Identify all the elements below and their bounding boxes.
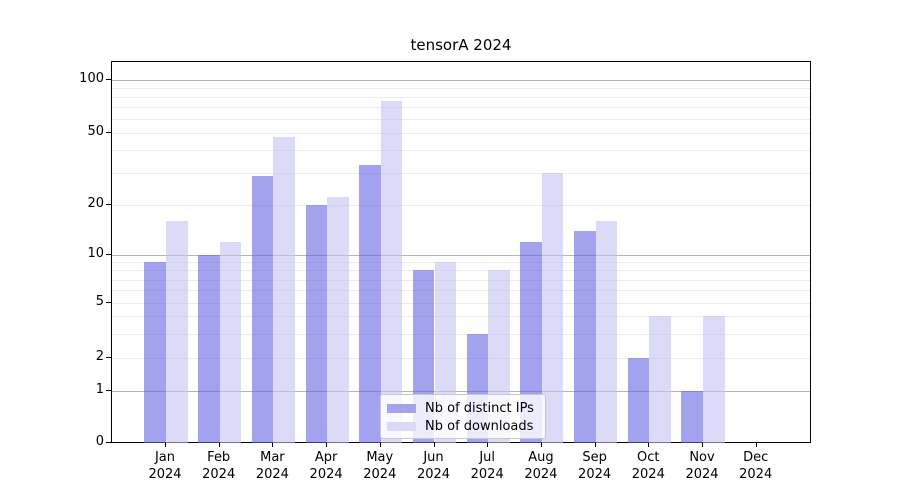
minor-gridline: [112, 107, 810, 108]
minor-gridline: [112, 262, 810, 264]
y-tick-mark: [106, 131, 111, 133]
x-tick-mark: [755, 443, 757, 447]
bar-downloads-aug: [541, 172, 564, 443]
x-tick-label: Oct 2024: [631, 450, 665, 482]
x-tick-mark: [326, 443, 328, 447]
plot-area: [111, 61, 811, 443]
minor-gridline: [112, 96, 810, 98]
legend-label-distinct-ips: Nb of distinct IPs: [425, 400, 534, 416]
y-tick-label: 100: [79, 71, 104, 86]
y-tick-mark: [106, 204, 111, 205]
x-tick-mark: [165, 443, 166, 447]
minor-gridline: [112, 172, 810, 174]
x-tick-label: Nov 2024: [685, 450, 719, 482]
y-tick-label: 20: [87, 196, 104, 211]
bar-downloads-feb: [219, 241, 242, 443]
x-tick-label: Jun 2024: [416, 450, 451, 482]
x-tick-mark: [540, 443, 542, 447]
x-tick-label: Feb 2024: [202, 450, 236, 482]
bar-downloads-apr: [327, 197, 349, 443]
minor-gridline: [112, 118, 810, 120]
y-tick-label: 2: [95, 349, 104, 365]
y-tick-mark: [106, 390, 111, 391]
major-gridline: [112, 80, 810, 81]
x-tick-label: Aug 2024: [524, 450, 558, 482]
minor-gridline: [112, 290, 810, 292]
x-tick-mark: [648, 443, 650, 447]
bar-downloads-sep: [595, 221, 618, 443]
minor-gridline: [112, 132, 810, 134]
x-tick-mark: [487, 443, 489, 447]
x-tick-label: May 2024: [363, 450, 397, 482]
minor-gridline: [112, 333, 810, 335]
major-gridline: [112, 391, 810, 392]
y-tick-mark: [106, 357, 111, 359]
bar-distinct-ips-may: [359, 165, 381, 443]
bar-distinct-ips-mar: [251, 175, 274, 443]
y-tick-label: 1: [95, 382, 104, 397]
minor-gridline: [112, 205, 810, 206]
x-tick-label: Apr 2024: [309, 450, 343, 482]
y-tick-mark: [106, 254, 111, 255]
y-tick-mark: [106, 301, 111, 303]
chart-title: tensorA 2024: [410, 36, 512, 54]
x-tick-mark: [594, 443, 596, 447]
y-tick-mark: [106, 442, 111, 443]
bar-distinct-ips-nov: [681, 391, 703, 443]
x-tick-label: Jul 2024: [470, 450, 504, 482]
legend-item-distinct-ips: Nb of distinct IPs: [387, 399, 539, 417]
x-tick-label: Dec 2024: [739, 450, 773, 482]
bar-downloads-may: [380, 100, 403, 443]
bar-distinct-ips-oct: [627, 358, 650, 443]
bar-distinct-ips-sep: [574, 230, 596, 443]
x-tick-label: Jan 2024: [148, 450, 182, 482]
bar-distinct-ips-feb: [198, 255, 220, 443]
minor-gridline: [112, 87, 810, 89]
x-tick-mark: [702, 443, 703, 447]
minor-gridline: [112, 302, 810, 304]
y-tick-label: 10: [87, 246, 104, 261]
y-tick-label: 0: [95, 434, 104, 449]
major-gridline: [112, 255, 810, 256]
legend-swatch-distinct-ips: [387, 403, 416, 413]
minor-gridline: [112, 150, 810, 152]
legend-swatch-downloads: [387, 421, 416, 431]
minor-gridline: [112, 316, 810, 318]
bar-downloads-mar: [273, 137, 295, 443]
bar-distinct-ips-apr: [305, 205, 328, 443]
legend-item-downloads: Nb of downloads: [387, 417, 539, 435]
bar-downloads-oct: [649, 316, 671, 443]
legend-label-downloads: Nb of downloads: [425, 418, 534, 434]
minor-gridline: [112, 279, 810, 281]
y-tick-label: 5: [95, 293, 104, 309]
x-tick-mark: [379, 443, 381, 447]
x-tick-label: Sep 2024: [578, 450, 612, 482]
bar-distinct-ips-jan: [144, 262, 166, 443]
minor-gridline: [112, 358, 810, 360]
legend: Nb of distinct IPs Nb of downloads: [380, 394, 546, 439]
x-tick-mark: [433, 443, 435, 447]
x-tick-mark: [218, 443, 220, 447]
bar-downloads-jan: [166, 221, 188, 443]
minor-gridline: [112, 270, 810, 272]
y-tick-label: 50: [87, 123, 104, 139]
bar-downloads-nov: [703, 316, 725, 443]
y-tick-mark: [106, 79, 111, 80]
x-tick-label: Mar 2024: [255, 450, 289, 482]
x-tick-mark: [272, 443, 274, 447]
bar-distinct-ips-aug: [520, 241, 542, 443]
